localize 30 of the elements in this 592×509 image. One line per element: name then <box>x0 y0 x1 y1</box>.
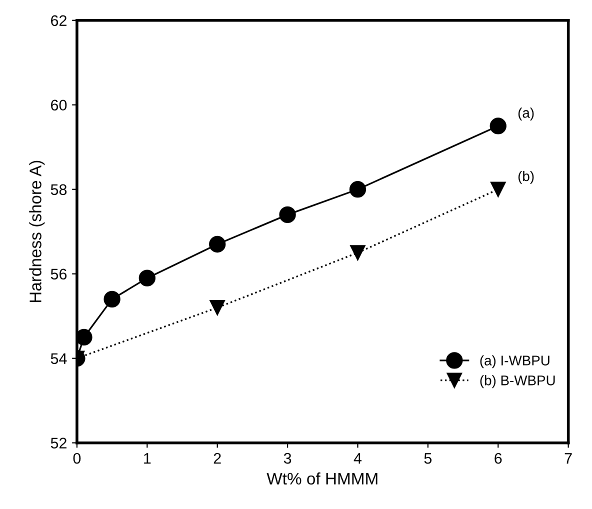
point <box>210 300 225 316</box>
annotation: (b) <box>518 170 534 184</box>
point <box>490 182 506 197</box>
legend-label: (b) B-WBPU <box>480 375 555 388</box>
point <box>209 236 226 253</box>
x-tick-label: 0 <box>73 452 81 464</box>
y-tick-label: 60 <box>51 100 67 111</box>
x-tick-label: 5 <box>424 453 432 464</box>
point <box>104 290 120 308</box>
point <box>349 181 366 198</box>
y-tick-label: 54 <box>50 353 67 364</box>
point <box>76 328 92 346</box>
x-tick-label: 4 <box>354 453 362 464</box>
y-tick-label: 52 <box>50 438 66 449</box>
point <box>138 270 156 286</box>
y-axis-title: Hardness (shore A) <box>29 160 45 302</box>
x-axis-title: Wt% of HMMM <box>266 472 378 485</box>
x-tick-label: 3 <box>284 452 292 464</box>
x-tick-label: 2 <box>214 452 221 464</box>
y-tick-label: 56 <box>50 268 67 280</box>
x-tick-label: 7 <box>564 453 572 464</box>
x-tick-label: 6 <box>494 452 502 464</box>
point <box>490 118 506 134</box>
y-tick-label: 58 <box>50 184 67 196</box>
point <box>279 206 296 224</box>
x-tick-label: 1 <box>144 453 151 464</box>
point <box>350 245 366 260</box>
legend-label: (a) I-WBPU <box>480 355 550 368</box>
y-tick-label: 62 <box>51 15 66 26</box>
annotation: (a) <box>518 108 534 121</box>
